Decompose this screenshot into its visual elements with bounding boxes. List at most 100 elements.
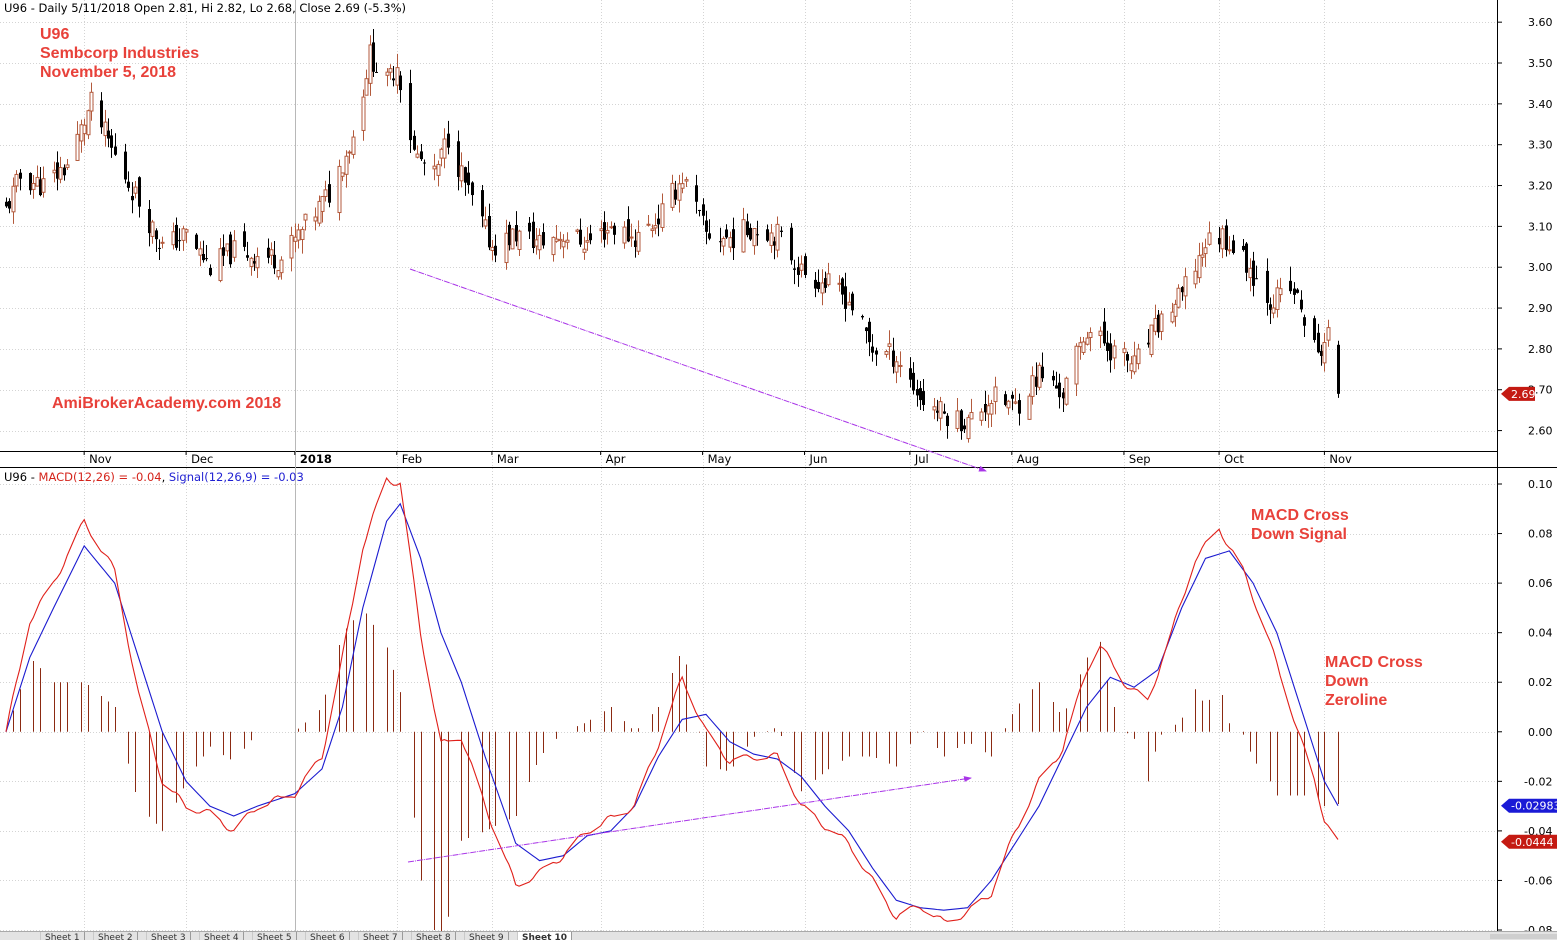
candle-body [8, 201, 11, 209]
candle [11, 177, 16, 224]
candle-body [605, 229, 610, 234]
candle-body [582, 248, 587, 253]
candle-body [773, 241, 776, 246]
macd-tick-label: 0.08 [1528, 528, 1553, 541]
candle [351, 130, 356, 159]
candle-body [1275, 287, 1280, 310]
sheet-tab[interactable]: Sheet 9 [464, 932, 509, 940]
candle [1232, 234, 1235, 255]
price-tick-label: 3.50 [1528, 57, 1553, 70]
candle [110, 129, 113, 158]
candle-body [1013, 401, 1018, 404]
candle [202, 240, 205, 263]
candle-body [303, 213, 308, 221]
macd-tick-label: 0.02 [1528, 676, 1553, 689]
candle [634, 229, 637, 258]
candle-body [741, 219, 746, 253]
candle [797, 256, 800, 287]
x-tick-label: Nov [89, 452, 112, 466]
candle [790, 223, 793, 265]
candle [1170, 302, 1175, 324]
candle-body [399, 75, 402, 91]
candle-body [171, 231, 176, 246]
candle [932, 397, 937, 420]
sheet-tab[interactable]: Sheet 8 [411, 932, 456, 940]
macd-tick-label: -0.02 [1524, 775, 1552, 788]
sheet-tab[interactable]: Sheet 4 [199, 932, 244, 940]
candle [1278, 277, 1283, 303]
candle-body [29, 172, 32, 191]
candle-body [887, 343, 892, 347]
candle-body [1004, 394, 1007, 405]
candle-body [56, 162, 59, 179]
candle-body [385, 71, 390, 76]
horizontal-scrollbar[interactable] [1490, 934, 1557, 939]
candle [936, 399, 939, 422]
candle-body [1176, 287, 1181, 308]
candle-body [1011, 394, 1014, 399]
sheet-tab[interactable]: Sheet 10 [517, 932, 573, 940]
candle [415, 145, 420, 159]
candle-body [775, 223, 780, 251]
candle-body [1289, 280, 1292, 292]
candle-body [82, 124, 87, 135]
candle-body [1313, 318, 1316, 340]
candle [824, 271, 827, 293]
candle-body [41, 178, 46, 193]
candle-body [989, 403, 994, 415]
candle [1320, 344, 1323, 366]
candle-body [504, 232, 509, 264]
candle [826, 262, 831, 287]
candle [75, 121, 80, 161]
candle-body [1183, 276, 1188, 297]
price-tick-label: 3.10 [1528, 220, 1553, 233]
candle-body [103, 121, 108, 137]
sheet-tab[interactable]: Sheet 3 [146, 932, 191, 940]
candle [1153, 304, 1158, 336]
sheet-tab[interactable]: Sheet 7 [358, 932, 403, 940]
candle-body [31, 182, 36, 190]
candle-body [1064, 377, 1069, 405]
candle-body [984, 403, 987, 413]
macd-trendline [407, 776, 972, 863]
macd-tick-label: 0.10 [1528, 478, 1553, 491]
candle [909, 357, 912, 388]
candle [756, 220, 759, 246]
x-tick-label: 2018 [300, 452, 332, 466]
candle-body [946, 415, 949, 427]
sheet-tab[interactable]: Sheet 6 [305, 932, 350, 940]
candle [52, 161, 57, 183]
candle [209, 264, 212, 277]
candle-body [413, 135, 416, 150]
candle [246, 241, 249, 261]
candle-body [708, 233, 711, 239]
candle-body [561, 240, 566, 248]
x-tick-label: Jun [809, 452, 828, 466]
candle [1037, 362, 1042, 391]
candle-body [861, 315, 864, 318]
candle [364, 69, 369, 96]
candle-body [1337, 344, 1340, 394]
candle [464, 166, 467, 196]
candle-body [1232, 240, 1235, 253]
candle-body [392, 78, 395, 81]
candle-body [459, 165, 464, 182]
candle [82, 118, 87, 146]
candle-body [423, 162, 426, 164]
candle [613, 222, 616, 245]
sheet-tab[interactable]: Sheet 1 [40, 932, 85, 940]
candle [780, 226, 783, 238]
candle-body [1153, 317, 1158, 332]
candle-body [1170, 311, 1175, 323]
sheet-tab[interactable]: Sheet 5 [252, 932, 297, 940]
candle-body [368, 44, 373, 84]
candle-body [1018, 400, 1021, 414]
badge-shape [1501, 798, 1557, 813]
candle [1303, 314, 1306, 338]
sheet-tab[interactable]: Sheet 2 [93, 932, 138, 940]
candle-body [674, 189, 677, 200]
candle [14, 170, 19, 193]
candle [375, 62, 378, 73]
candle-body [684, 179, 689, 182]
